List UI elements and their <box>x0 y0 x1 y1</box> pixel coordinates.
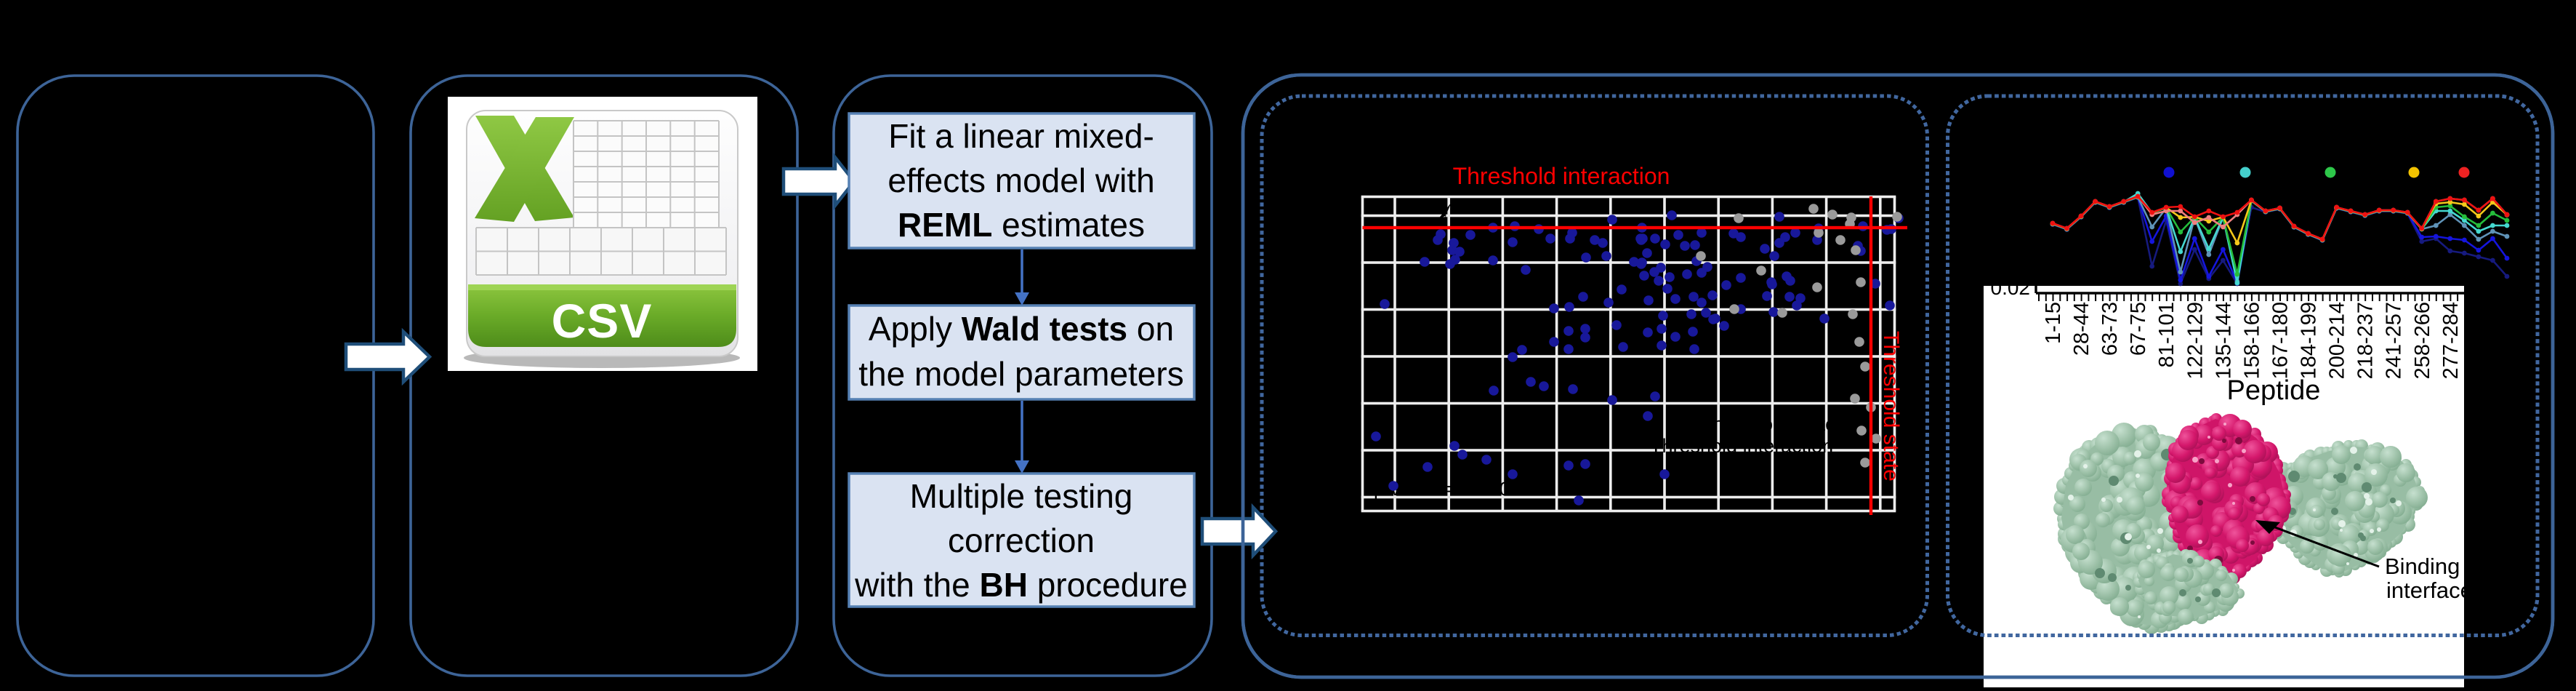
svg-text:122-129: 122-129 <box>2183 302 2207 379</box>
svg-text:167-180: 167-180 <box>2269 302 2293 379</box>
svg-text:effects model with: effects model with <box>887 161 1154 199</box>
svg-text:Multiple testing: Multiple testing <box>910 477 1133 515</box>
svg-text:Binding: Binding <box>2385 554 2460 579</box>
svg-text:with the BH procedure: with the BH procedure <box>854 566 1188 604</box>
svg-text:p-value = 0.01 0.05: p-value = 0.01 0.05 <box>1374 478 1536 500</box>
svg-text:81-101: 81-101 <box>2155 302 2178 367</box>
svg-text:28-44: 28-44 <box>2070 302 2093 356</box>
svg-text:Fit a linear mixed-: Fit a linear mixed- <box>888 117 1154 155</box>
svg-text:0.02: 0.02 <box>1991 276 2031 299</box>
svg-text:258-266: 258-266 <box>2411 302 2434 379</box>
svg-text:REML estimates: REML estimates <box>898 206 1145 244</box>
svg-text:Threshold state: Threshold state <box>1879 331 1903 482</box>
svg-text:Threshold interaction: Threshold interaction <box>1650 435 1833 457</box>
svg-text:CSV: CSV <box>552 294 653 348</box>
svg-text:135-144: 135-144 <box>2212 302 2235 379</box>
svg-text:the model parameters: the model parameters <box>858 355 1183 393</box>
svg-text:Peptide: Peptide <box>2227 375 2321 406</box>
svg-text:158-166: 158-166 <box>2240 302 2263 379</box>
svg-text:184-199: 184-199 <box>2298 302 2321 379</box>
svg-text:1-15: 1-15 <box>2042 302 2065 344</box>
svg-text:Apply Wald tests on: Apply Wald tests on <box>869 310 1174 348</box>
svg-text:63-73: 63-73 <box>2098 302 2122 356</box>
svg-text:241-257: 241-257 <box>2383 302 2406 379</box>
svg-text:correction: correction <box>948 522 1095 559</box>
svg-text:277-284: 277-284 <box>2439 302 2463 379</box>
svg-text:67-75: 67-75 <box>2127 302 2150 356</box>
svg-text:Threshold interaction: Threshold interaction <box>1453 163 1670 189</box>
svg-text:Threshold state: Threshold state <box>1701 413 1836 435</box>
svg-text:218-237: 218-237 <box>2354 302 2378 379</box>
svg-text:200-214: 200-214 <box>2326 302 2349 379</box>
svg-text:interface: interface <box>2386 578 2473 603</box>
